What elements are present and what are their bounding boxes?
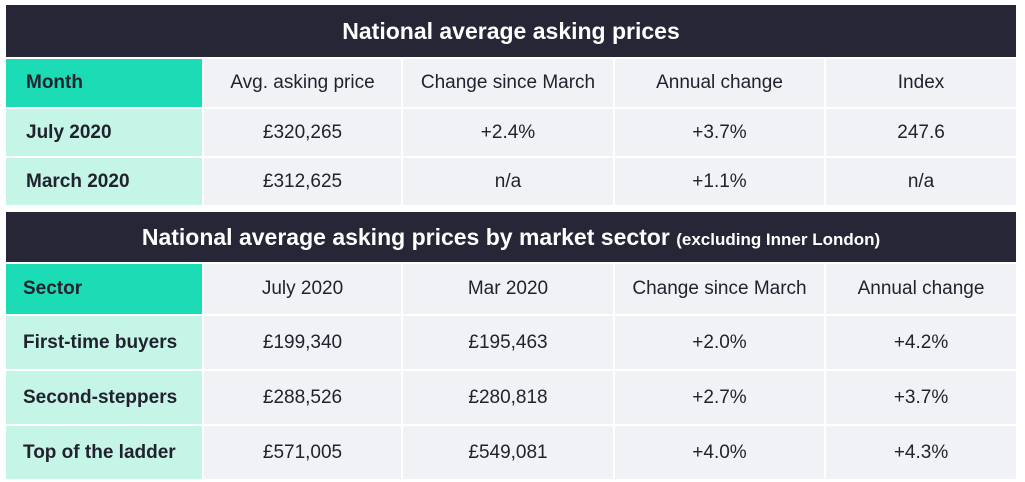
table-cell: £199,340	[204, 316, 401, 369]
column-header-index: Index	[826, 59, 1017, 107]
table-cell: £288,526	[204, 371, 401, 424]
table-cell: +1.1%	[615, 158, 824, 205]
table-cell: £312,625	[204, 158, 401, 205]
column-header-change-since-march: Change since March	[615, 264, 824, 314]
table-cell: +4.2%	[826, 316, 1017, 369]
table-title: National average asking prices by market…	[6, 212, 1017, 262]
column-header-mar-2020: Mar 2020	[403, 264, 613, 314]
table-cell: +3.7%	[826, 371, 1017, 424]
table-cell: +3.7%	[615, 109, 824, 156]
table-title-note: (excluding Inner London)	[676, 229, 881, 249]
table-cell: £320,265	[204, 109, 401, 156]
header-row: Sector July 2020 Mar 2020 Change since M…	[6, 264, 1017, 314]
table-title-text: National average asking prices by market…	[141, 223, 670, 250]
table-title-row: National average asking prices by market…	[6, 212, 1017, 262]
row-label: March 2020	[6, 158, 202, 205]
table-row: Second-steppers £288,526 £280,818 +2.7% …	[6, 371, 1017, 424]
table-row: July 2020 £320,265 +2.4% +3.7% 247.6	[6, 109, 1017, 156]
table-cell: n/a	[403, 158, 613, 205]
table-cell: +4.0%	[615, 426, 824, 479]
table-cell: £195,463	[403, 316, 613, 369]
table-cell: +4.3%	[826, 426, 1017, 479]
row-label: July 2020	[6, 109, 202, 156]
column-header-avg-price: Avg. asking price	[204, 59, 401, 107]
table-cell: n/a	[826, 158, 1017, 205]
table-row: Top of the ladder £571,005 £549,081 +4.0…	[6, 426, 1017, 479]
table-title-row: National average asking prices	[6, 5, 1017, 57]
header-row: Month Avg. asking price Change since Mar…	[6, 59, 1017, 107]
row-label: Top of the ladder	[6, 426, 202, 479]
column-header-sector: Sector	[6, 264, 202, 314]
table-cell: +2.4%	[403, 109, 613, 156]
column-header-annual-change: Annual change	[615, 59, 824, 107]
table-cell: 247.6	[826, 109, 1017, 156]
table-row: March 2020 £312,625 n/a +1.1% n/a	[6, 158, 1017, 205]
column-header-july-2020: July 2020	[204, 264, 401, 314]
column-header-month: Month	[6, 59, 202, 107]
table-cell: £280,818	[403, 371, 613, 424]
row-label: First-time buyers	[6, 316, 202, 369]
table-cell: £571,005	[204, 426, 401, 479]
national-asking-prices-table: National average asking prices Month Avg…	[4, 3, 1018, 207]
row-label: Second-steppers	[6, 371, 202, 424]
table-cell: £549,081	[403, 426, 613, 479]
column-header-annual-change: Annual change	[826, 264, 1017, 314]
table-cell: +2.7%	[615, 371, 824, 424]
market-sector-prices-table: National average asking prices by market…	[4, 210, 1018, 481]
column-header-change-since-march: Change since March	[403, 59, 613, 107]
table-row: First-time buyers £199,340 £195,463 +2.0…	[6, 316, 1017, 369]
table-title: National average asking prices	[6, 5, 1017, 57]
table-cell: +2.0%	[615, 316, 824, 369]
